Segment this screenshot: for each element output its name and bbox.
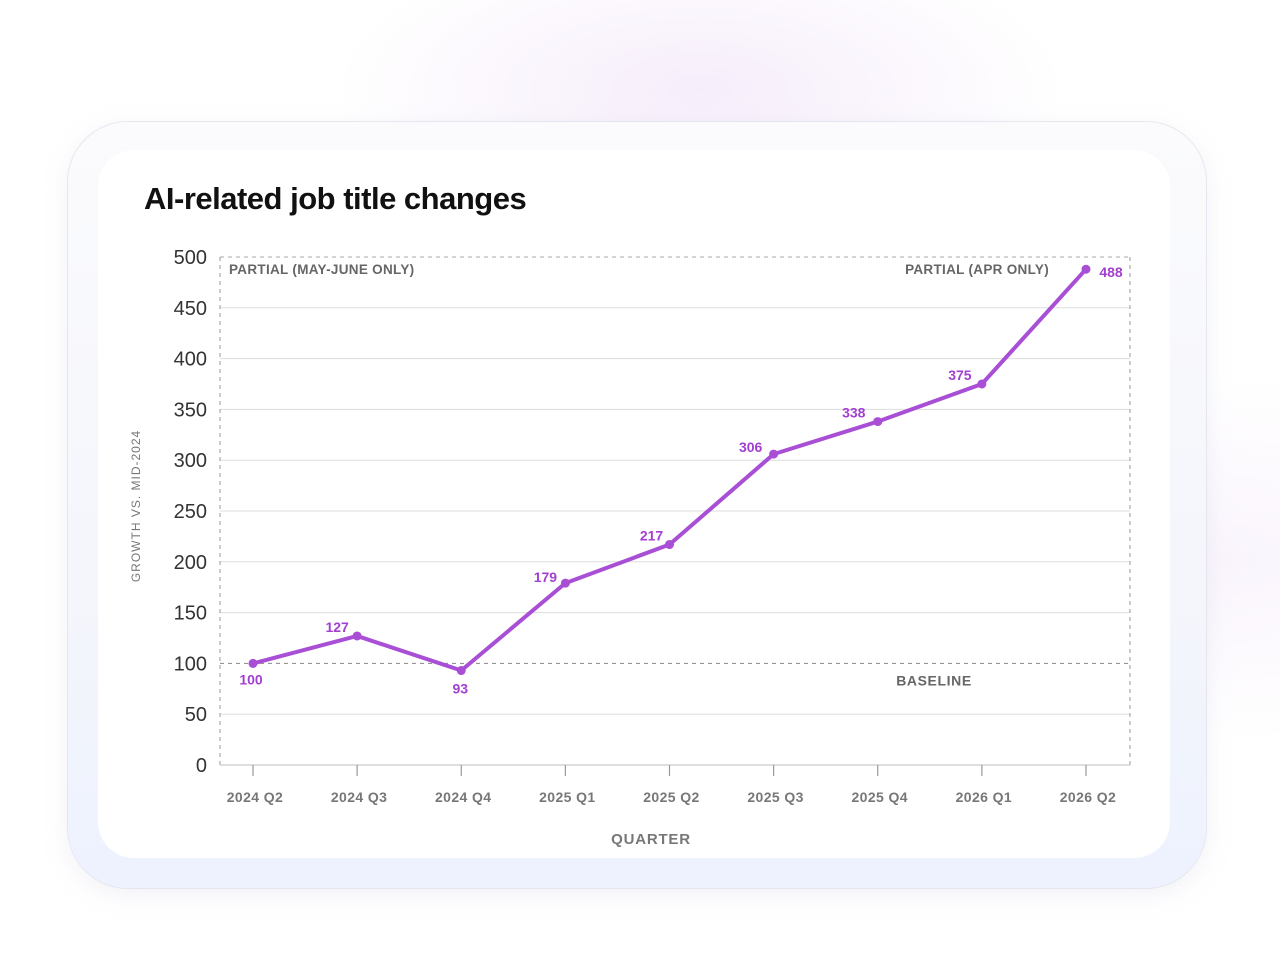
data-point: [769, 449, 779, 459]
chart-title: AI-related job title changes: [144, 181, 527, 216]
x-tick-label: 2024 Q4: [435, 789, 492, 805]
x-axis-title: QUARTER: [611, 831, 691, 848]
data-point: [1081, 264, 1091, 274]
data-point: [977, 379, 987, 389]
data-point: [248, 658, 258, 668]
chart-card: [98, 150, 1170, 858]
annotations: BASELINE PARTIAL (MAY-JUNE ONLY) PARTIAL (…: [220, 262, 1130, 688]
data-label: 306: [739, 439, 763, 455]
partial-left-note: PARTIAL (MAY-JUNE ONLY): [229, 262, 414, 277]
x-axis: 2024 Q2 2024 Q3 2024 Q4 2025 Q1 2025 Q2 2025 …: [227, 765, 1117, 848]
y-tick-label: 500: [174, 247, 207, 269]
data-label: 93: [452, 681, 468, 697]
data-label: 217: [640, 528, 664, 544]
x-tick-label: 2026 Q1: [956, 789, 1013, 805]
data-label: 375: [948, 367, 972, 383]
y-tick-label: 100: [174, 653, 207, 675]
y-tick-label: 400: [174, 349, 207, 371]
series-line: [251, 267, 1088, 673]
plot-frame: [219, 256, 1131, 766]
y-axis-title: GROWTH VS. MID-2024: [129, 430, 143, 582]
data-label: 488: [1099, 264, 1123, 280]
data-labels: 100 127 93 179 217 306 338 375 488: [239, 264, 1123, 696]
y-tick-label: 0: [196, 755, 207, 777]
y-tick-label: 50: [185, 704, 207, 726]
y-tick-label: 350: [174, 399, 207, 421]
y-tick-label: 150: [174, 603, 207, 625]
data-point: [873, 417, 883, 427]
data-label: 100: [239, 671, 263, 687]
grid-lines: [220, 307, 1130, 715]
y-tick-label: 200: [174, 552, 207, 574]
x-tick-label: 2025 Q1: [539, 789, 596, 805]
partial-right-note: PARTIAL (APR ONLY): [905, 262, 1049, 277]
x-tick-label: 2026 Q2: [1060, 789, 1117, 805]
x-tick-label: 2024 Q3: [331, 789, 388, 805]
series: [248, 264, 1091, 676]
data-label: 338: [842, 405, 866, 421]
data-point: [352, 631, 362, 641]
data-label: 179: [534, 569, 558, 585]
x-tick-label: 2025 Q4: [851, 789, 908, 805]
data-point: [456, 666, 466, 676]
data-point: [665, 540, 674, 550]
x-tick-label: 2024 Q2: [227, 789, 284, 805]
y-axis: 0 50 100 150 200 250 300 350 400 450 500 GROWTH VS.…: [129, 247, 207, 777]
baseline-label: BASELINE: [896, 672, 972, 688]
data-point: [560, 578, 570, 588]
x-tick-label: 2025 Q2: [643, 789, 700, 805]
x-tick-label: 2025 Q3: [747, 789, 804, 805]
y-tick-label: 450: [174, 298, 207, 320]
y-tick-label: 250: [174, 501, 207, 523]
y-tick-label: 300: [174, 450, 207, 472]
data-label: 127: [325, 619, 349, 635]
